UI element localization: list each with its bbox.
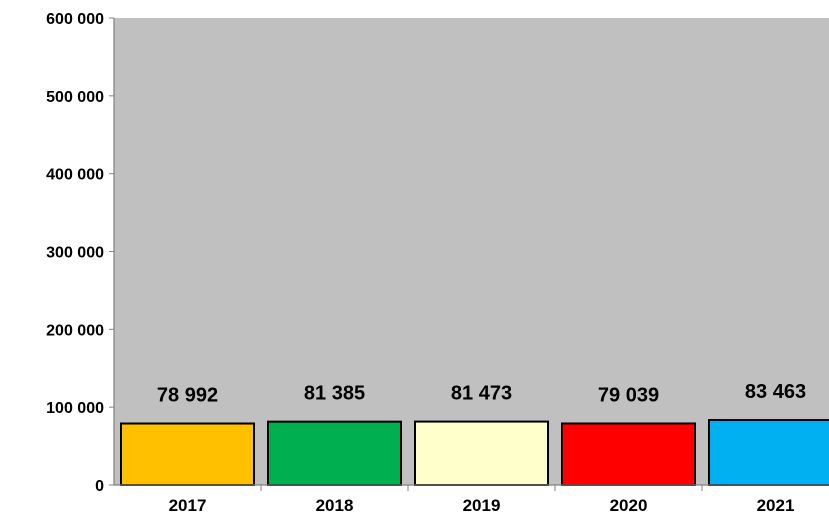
y-tick-label: 300 000 bbox=[46, 245, 104, 262]
data-label-2018: 81 385 bbox=[304, 383, 365, 405]
y-tick-label: 0 bbox=[95, 478, 104, 495]
data-label-2017: 78 992 bbox=[157, 385, 218, 407]
y-tick-label: 500 000 bbox=[46, 89, 104, 106]
y-tick-label: 400 000 bbox=[46, 167, 104, 184]
x-axis: 2017 2018 2019 2020 2021 bbox=[114, 484, 829, 515]
x-tick-label-2020: 2020 bbox=[610, 496, 648, 515]
x-tick-label-2018: 2018 bbox=[316, 496, 354, 515]
x-tick-label-2019: 2019 bbox=[463, 496, 501, 515]
y-tick-label: 600 000 bbox=[46, 11, 104, 28]
x-tick-label-2021: 2021 bbox=[757, 496, 795, 515]
plot-area bbox=[114, 18, 829, 485]
bar-2021 bbox=[708, 419, 829, 486]
y-axis: 0 100 000 200 000 300 000 400 000 500 000 600 … bbox=[46, 11, 115, 495]
y-tick-label: 200 000 bbox=[46, 322, 104, 339]
y-tick-label: 100 000 bbox=[46, 400, 104, 417]
x-tick-label-2017: 2017 bbox=[169, 496, 207, 515]
data-label-2021: 83 463 bbox=[745, 381, 806, 403]
bars-layer bbox=[120, 419, 829, 487]
data-label-2019: 81 473 bbox=[451, 383, 512, 405]
bar-2020 bbox=[561, 422, 696, 487]
bar-2019 bbox=[414, 420, 549, 487]
data-label-2020: 79 039 bbox=[598, 384, 659, 406]
data-labels-layer: 78 992 81 385 81 473 79 039 83 463 bbox=[157, 381, 806, 406]
bar-2017 bbox=[120, 422, 255, 486]
bar-2018 bbox=[267, 420, 402, 486]
